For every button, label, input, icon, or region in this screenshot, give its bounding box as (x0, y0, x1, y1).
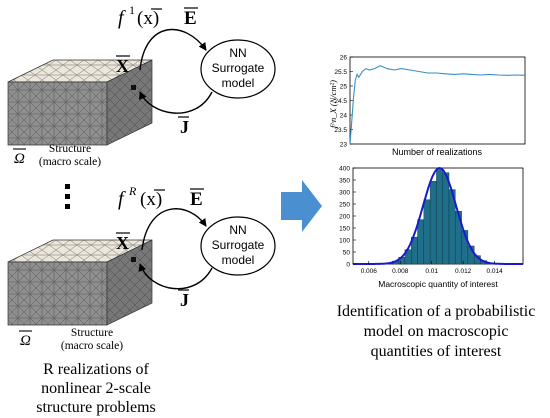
histogram-bar (436, 168, 443, 265)
top-arrow-from-nn (139, 91, 213, 114)
bottom-structure-line-2: (macro scale) (61, 340, 123, 352)
bottom-point-marker (131, 257, 136, 262)
histogram-bar (467, 245, 475, 265)
top-mesh-end-face (106, 59, 153, 146)
top-J-label: J (180, 117, 189, 137)
histogram-x-tick-label: 0.008 (392, 268, 409, 275)
histogram-y-tick-label: 150 (339, 226, 350, 233)
line-chart-y-tick-label: 24.5 (334, 98, 347, 105)
line-chart-xlabel: Number of realizations (392, 147, 483, 157)
line-chart-series (349, 65, 526, 145)
line-chart-y-tick-label: 23.5 (334, 127, 347, 134)
left-caption-line-3: structure problems (36, 399, 156, 416)
top-mesh-front-face (7, 81, 108, 146)
histogram-bar (429, 180, 437, 265)
bottom-f-superscript: R (128, 184, 137, 198)
histogram-y-tick-label: 350 (339, 178, 350, 185)
bottom-structure-line-1: Structure (71, 327, 113, 339)
line-chart-y-tick-label: 25 (340, 84, 348, 91)
top-omega-label: Ω (14, 151, 25, 167)
bottom-mesh-front-face (7, 261, 108, 326)
line-chart-y-tick-label: 25.5 (334, 69, 347, 76)
bottom-structure-block: f R (x) E X NN Surrogate model J Ω Struc… (7, 184, 276, 352)
top-arrow-to-nn (139, 28, 207, 71)
bottom-f-argument: (x) (140, 189, 162, 210)
top-structure-line-2: (macro scale) (39, 156, 101, 168)
histogram-y-tick-label: 100 (339, 238, 350, 245)
bottom-J-label: J (180, 290, 189, 310)
histogram-x-tick-label: 0.012 (455, 268, 472, 275)
top-E-label: E (184, 8, 197, 29)
histogram-x-tick-label: 0.01 (425, 268, 438, 275)
top-X-label: X (116, 56, 129, 76)
top-nn-line-2: Surrogate (212, 61, 265, 75)
top-nn-line-3: model (222, 76, 255, 90)
histogram-y-tick-label: 200 (339, 214, 350, 221)
histogram-bar (442, 172, 450, 265)
left-caption-line-2: nonlinear 2-scale (41, 380, 151, 397)
histogram-y-tick-label: 50 (343, 250, 351, 257)
histogram-bar (417, 219, 425, 265)
right-caption-line-3: quantities of interest (371, 343, 502, 360)
histogram-x-ticks: 0.006 0.008 0.01 0.012 0.014 (361, 261, 504, 275)
bottom-omega-label: Ω (20, 333, 31, 349)
bottom-arrow-from-nn (138, 263, 213, 290)
histogram-x-tick-label: 0.006 (361, 268, 378, 275)
right-caption: Identification of a probabilistic model … (337, 303, 536, 360)
bottom-mesh-end-face (106, 239, 153, 326)
histogram-y-tick-label: 250 (339, 202, 350, 209)
top-f-argument: (x) (137, 8, 159, 29)
line-chart-y-ticks: 23 23.5 24 24.5 25 25.5 26 (334, 55, 353, 149)
realization-ellipsis (65, 184, 70, 209)
line-chart-y-tick-label: 26 (340, 55, 348, 62)
top-structure-line-1: Structure (49, 143, 91, 155)
line-chart-ylabel: f^n_X (N/cm²) (328, 80, 338, 128)
line-chart-y-tick-label: 23 (340, 142, 348, 149)
line-chart-frame (349, 56, 526, 145)
top-nn-surrogate-ellipse (200, 39, 276, 99)
histogram-y-tick-label: 0 (346, 262, 350, 269)
bottom-nn-line-3: model (222, 253, 255, 267)
top-point-marker (131, 85, 136, 90)
bottom-E-label: E (190, 189, 203, 210)
histogram-y-ticks: 0 50 100 150 200 250 300 350 400 (339, 166, 356, 269)
histogram-y-tick-label: 300 (339, 190, 350, 197)
histogram-y-tick-label: 400 (339, 166, 350, 173)
top-nn-line-1: NN (229, 46, 246, 60)
histogram-xlabel: Macroscopic quantity of interest (378, 279, 498, 289)
histogram-bar (423, 199, 431, 265)
top-f-label: f (118, 7, 126, 29)
bottom-f-label: f (118, 188, 126, 210)
left-caption: R realizations of nonlinear 2-scale stru… (36, 361, 156, 416)
bottom-X-label: X (116, 233, 129, 253)
convergence-line-chart: 23 23.5 24 24.5 25 25.5 26 f^n_X (N/cm²) Numbe… (328, 55, 526, 157)
top-f-superscript: 1 (129, 3, 135, 17)
left-caption-line-1: R realizations of (43, 361, 149, 378)
histogram-x-tick-label: 0.014 (487, 268, 504, 275)
line-chart-y-tick-label: 24 (340, 113, 348, 120)
right-caption-line-2: model on macroscopic (364, 323, 509, 340)
bottom-arrow-to-nn (141, 208, 207, 251)
top-structure-block: f 1 (x) E X NN Surrogate model J Ω Struc… (7, 3, 276, 168)
histogram-bars (379, 168, 500, 265)
right-caption-line-1: Identification of a probabilistic (337, 303, 536, 320)
bottom-nn-surrogate-ellipse (200, 216, 276, 276)
bottom-nn-line-1: NN (229, 223, 246, 237)
bottom-nn-line-2: Surrogate (212, 238, 265, 252)
process-arrow (281, 180, 322, 232)
